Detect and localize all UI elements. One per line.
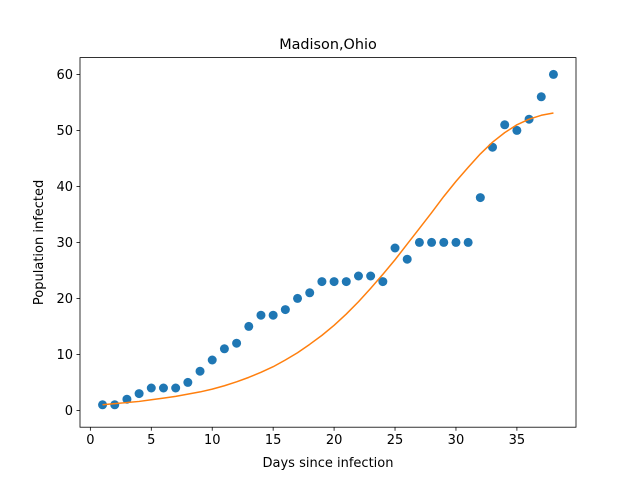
x-tick-label: 25 xyxy=(387,433,404,448)
y-axis-label: Population infected xyxy=(32,180,47,305)
data-point xyxy=(536,92,546,102)
y-tick-label: 0 xyxy=(65,404,73,419)
data-point xyxy=(256,310,266,320)
data-point xyxy=(463,237,473,247)
data-point xyxy=(134,389,144,399)
data-point xyxy=(439,237,449,247)
plot-area xyxy=(98,69,558,410)
y-tick-label: 20 xyxy=(56,292,73,307)
data-point xyxy=(171,383,181,393)
x-axis-label: Days since infection xyxy=(263,456,394,471)
data-point xyxy=(475,193,485,203)
data-point xyxy=(366,271,376,281)
y-tick-label: 50 xyxy=(56,124,73,139)
data-point xyxy=(110,400,120,410)
data-point xyxy=(122,394,132,404)
data-point xyxy=(414,237,424,247)
data-point xyxy=(500,120,510,130)
y-axis: 0 10 20 30 40 50 60 xyxy=(56,68,80,419)
data-point xyxy=(451,237,461,247)
data-point xyxy=(548,69,558,79)
chart-title: Madison,Ohio xyxy=(279,37,377,53)
data-point xyxy=(305,288,315,298)
data-point xyxy=(390,243,400,253)
y-tick-label: 10 xyxy=(56,348,73,363)
x-axis: 0 5 10 15 20 25 30 35 xyxy=(86,427,525,448)
data-point xyxy=(280,305,290,315)
data-point xyxy=(512,125,522,135)
data-point xyxy=(402,254,412,264)
data-point xyxy=(158,383,168,393)
fit-curve-line xyxy=(102,112,554,406)
data-point xyxy=(268,310,278,320)
x-tick-label: 35 xyxy=(509,433,526,448)
data-point xyxy=(353,271,363,281)
data-point xyxy=(293,293,303,303)
data-point xyxy=(427,237,437,247)
data-point xyxy=(329,277,339,287)
x-tick-label: 10 xyxy=(204,433,221,448)
data-point xyxy=(219,344,229,354)
data-point xyxy=(195,366,205,376)
y-tick-label: 30 xyxy=(56,236,73,251)
x-tick-label: 0 xyxy=(86,433,94,448)
x-tick-label: 30 xyxy=(448,433,465,448)
x-tick-label: 20 xyxy=(326,433,343,448)
data-point xyxy=(244,321,254,331)
y-tick-label: 60 xyxy=(56,68,73,83)
data-point xyxy=(207,355,217,365)
data-point xyxy=(232,338,242,348)
data-point xyxy=(341,277,351,287)
data-point xyxy=(146,383,156,393)
y-tick-label: 40 xyxy=(56,180,73,195)
data-point xyxy=(183,377,193,387)
x-tick-label: 5 xyxy=(147,433,155,448)
data-point xyxy=(317,277,327,287)
x-tick-label: 15 xyxy=(265,433,282,448)
data-point xyxy=(488,142,498,152)
data-point xyxy=(378,277,388,287)
